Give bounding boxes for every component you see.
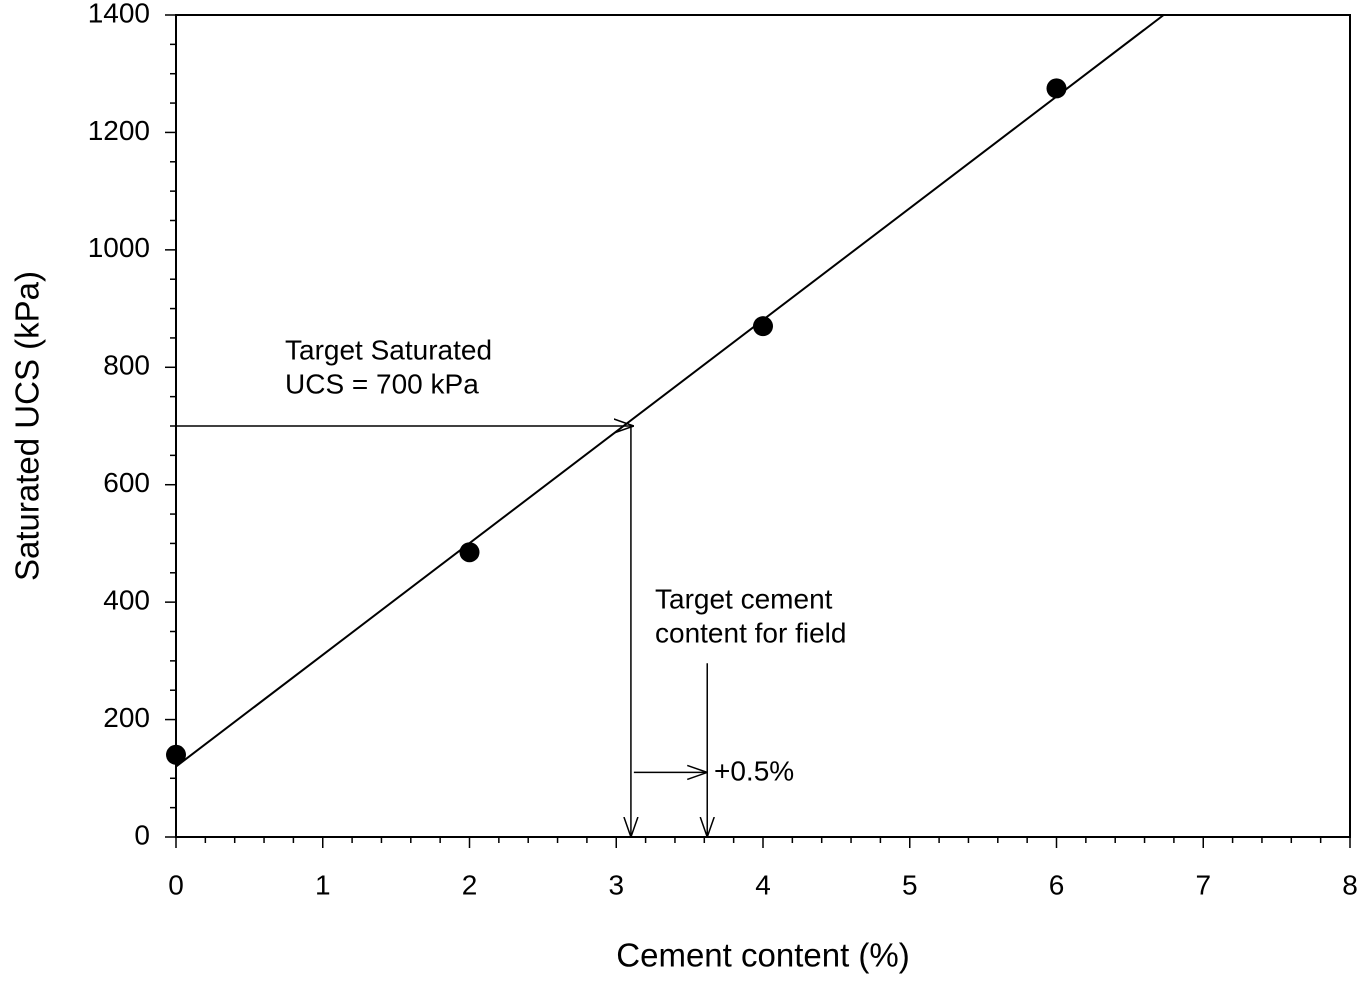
data-point	[1046, 78, 1067, 99]
y-tick-label: 0	[134, 819, 150, 850]
x-tick-label: 8	[1342, 869, 1358, 900]
fit-line	[175, 14, 1165, 768]
x-tick-label: 3	[608, 869, 624, 900]
x-axis-label: Cement content (%)	[616, 937, 909, 974]
x-tick-label: 4	[755, 869, 771, 900]
y-axis-label: Saturated UCS (kPa)	[9, 271, 46, 581]
annotation: Target Saturated	[285, 334, 492, 365]
x-tick-label: 2	[462, 869, 478, 900]
data-point	[753, 316, 773, 337]
annotation: UCS = 700 kPa	[285, 368, 479, 399]
y-tick-label: 1200	[88, 115, 150, 146]
annotation: content for field	[655, 617, 846, 648]
y-tick-label: 600	[103, 467, 150, 498]
x-tick-label: 5	[902, 869, 918, 900]
x-tick-label: 0	[168, 869, 184, 900]
annotation: +0.5%	[714, 755, 794, 786]
y-tick-label: 200	[103, 702, 150, 733]
x-tick-label: 7	[1195, 869, 1211, 900]
y-tick-label: 800	[103, 350, 150, 381]
data-point	[166, 744, 186, 765]
y-tick-label: 1000	[88, 232, 150, 263]
annotation: Target cement	[655, 583, 833, 614]
y-tick-label: 1400	[88, 0, 150, 28]
x-tick-label: 1	[315, 869, 331, 900]
y-tick-label: 400	[103, 585, 150, 616]
data-point	[459, 542, 480, 563]
x-tick-label: 6	[1049, 869, 1065, 900]
